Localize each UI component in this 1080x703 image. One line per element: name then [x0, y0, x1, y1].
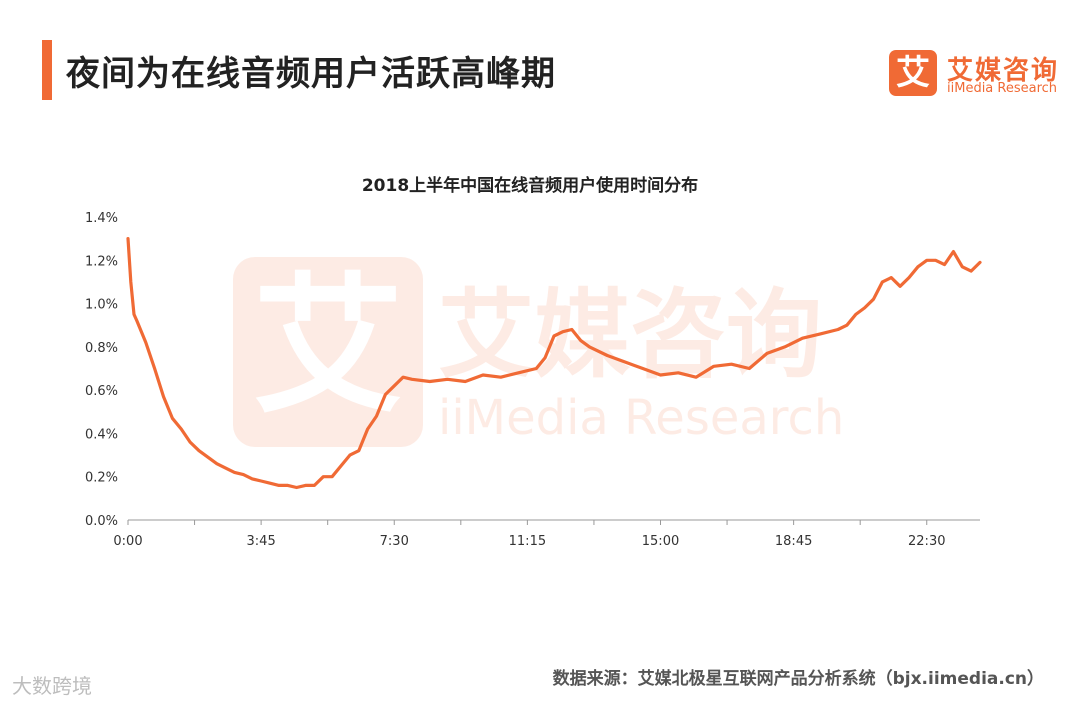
- x-tick-label: 0:00: [113, 534, 142, 549]
- watermark-box: [233, 257, 423, 447]
- y-tick-label: 0.6%: [85, 384, 118, 399]
- x-tick-label: 22:30: [908, 534, 945, 549]
- x-tick-labels: 0:00 3:45 7:30 11:15 15:00 18:45 22:30: [113, 534, 945, 549]
- corner-watermark: 大数跨境: [12, 674, 92, 698]
- y-tick-label: 1.0%: [85, 298, 118, 313]
- watermark-icon: 艾: [253, 260, 403, 434]
- logo-icon: 艾: [889, 50, 937, 96]
- x-tick-label: 18:45: [775, 534, 812, 549]
- y-tick-label: 1.2%: [85, 254, 118, 269]
- watermark-cn: 艾媒咨询: [438, 279, 822, 391]
- y-tick-label: 0.2%: [85, 471, 118, 486]
- chart-title: 2018上半年中国在线音频用户使用时间分布: [362, 175, 698, 196]
- y-tick-label: 0.0%: [85, 514, 118, 529]
- watermark: 艾 艾媒咨询 iiMedia Research: [233, 257, 844, 447]
- brand-logo: 艾 艾媒咨询 iiMedia Research: [889, 50, 1059, 100]
- page-title: 夜间为在线音频用户活跃高峰期: [66, 54, 556, 94]
- x-tick-label: 3:45: [247, 534, 276, 549]
- title-accent-bar: [42, 40, 52, 100]
- y-tick-label: 0.4%: [85, 427, 118, 442]
- logo-cn-text: 艾媒咨询: [947, 56, 1060, 86]
- y-tick-labels: 0.0% 0.2% 0.4% 0.6% 0.8% 1.0% 1.2% 1.4%: [85, 211, 118, 529]
- x-tick-label: 15:00: [642, 534, 679, 549]
- y-tick-label: 1.4%: [85, 211, 118, 226]
- y-tick-label: 0.8%: [85, 341, 118, 356]
- series-line: [126, 237, 982, 490]
- x-minor-ticks: [127, 520, 928, 525]
- x-tick-label: 11:15: [509, 534, 546, 549]
- source-note: 数据来源：艾媒北极星互联网产品分析系统（bjx.iimedia.cn）: [552, 669, 1044, 689]
- logo-en-text: iiMedia Research: [947, 81, 1058, 96]
- watermark-en: iiMedia Research: [438, 390, 844, 446]
- x-tick-label: 7:30: [380, 534, 409, 549]
